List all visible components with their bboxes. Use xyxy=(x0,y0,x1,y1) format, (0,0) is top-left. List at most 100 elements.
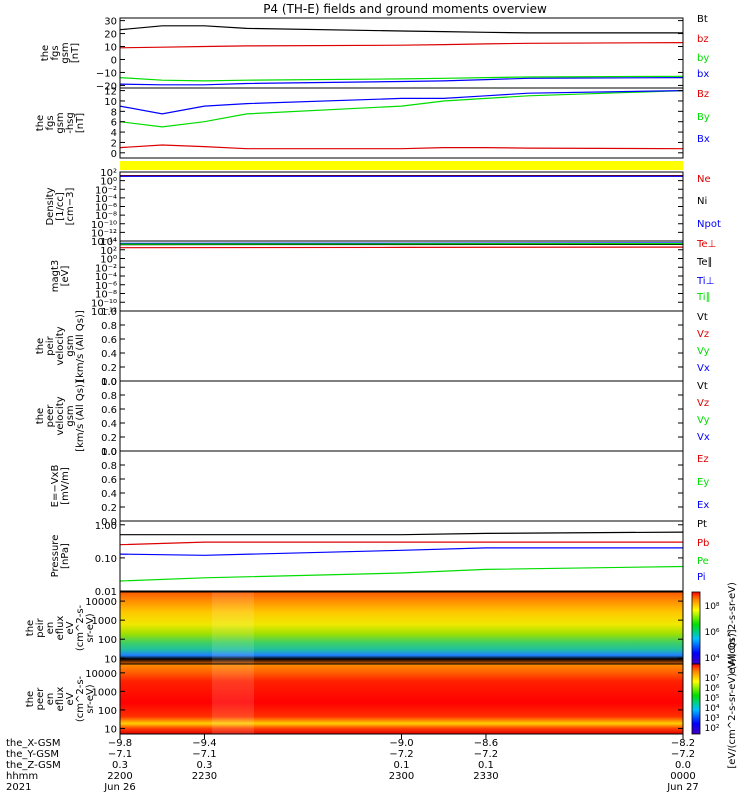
x-tick-label: −8.2 xyxy=(671,738,695,749)
y-axis-label-line: E=−VxB xyxy=(50,465,61,508)
y-axis-label: Pressure [nPa] xyxy=(50,535,71,578)
legend-Pt: Pt xyxy=(697,519,707,530)
colorbar-tick-label: 10⁵ xyxy=(704,694,719,704)
y-axis-label-line: fgs xyxy=(45,115,56,130)
y-axis-label-line: en xyxy=(45,693,56,706)
y-tick-label: −20 xyxy=(96,81,117,92)
spectrogram-band xyxy=(212,592,254,664)
y-axis-label-line: velocity xyxy=(55,326,66,365)
y-tick-label: 0.0 xyxy=(101,377,117,388)
legend-Vx: Vx xyxy=(697,363,710,374)
panel-background xyxy=(120,311,683,381)
x-axis: the_X-GSMthe_Y-GSMthe_Z-GSMhhmm2021−9.8−… xyxy=(6,734,699,793)
legend-Ti⊥: Ti⊥ xyxy=(696,276,714,287)
y-tick-label: 0.6 xyxy=(101,335,117,346)
spectrogram xyxy=(120,664,683,734)
y-tick-label: 10⁻² xyxy=(95,263,117,274)
y-tick-label: 10 xyxy=(104,43,117,54)
y-tick-label: 0.2 xyxy=(101,363,117,374)
y-tick-label: 10000 xyxy=(85,669,117,680)
y-tick-label: 1000 xyxy=(92,616,117,627)
y-tick-label: 1.0 xyxy=(101,447,117,458)
y-axis-label-line: the xyxy=(40,45,51,61)
y-tick-label: 6 xyxy=(111,118,117,129)
y-axis-label-line: -hsg xyxy=(65,112,76,134)
x-tick-label: −8.6 xyxy=(474,738,498,749)
y-axis-label-line: peir xyxy=(35,617,46,637)
panel-density: Ne Ni Npot 10²10⁰10⁻²10⁻⁴10⁻⁶10⁻⁸10⁻¹⁰10⁻¹²… xyxy=(45,168,721,248)
colorbar-bar xyxy=(691,591,701,665)
y-axis-label-line: peer xyxy=(45,404,56,428)
legend-Te∥: Te∥ xyxy=(696,257,713,268)
y-axis-label-line: peer xyxy=(35,687,46,711)
y-tick-label: 0.4 xyxy=(101,419,117,430)
y-tick-label: 10² xyxy=(100,168,117,179)
x-tick-label: −7.2 xyxy=(671,749,695,760)
series-line-Pt xyxy=(120,531,684,536)
y-axis-label-line: eV xyxy=(65,621,76,634)
y-axis-label-line: Pressure xyxy=(50,535,61,578)
x-tick-label: 0.1 xyxy=(394,760,410,771)
x-tick-label: Jun 26 xyxy=(103,782,136,793)
y-tick-label: 0.2 xyxy=(101,503,117,514)
y-axis-label-line: the xyxy=(25,691,36,707)
x-row-label: the_X-GSM xyxy=(6,738,60,749)
y-tick-label: 0.4 xyxy=(101,349,117,360)
x-tick-label: 0.3 xyxy=(196,760,212,771)
y-axis-label: magt3 [eV] xyxy=(50,260,71,293)
y-axis-label-line: the xyxy=(35,338,46,354)
legend-Te⊥: Te⊥ xyxy=(696,239,716,250)
x-tick-label: 0000 xyxy=(670,771,695,782)
y-axis-label-line: magt3 xyxy=(50,260,61,293)
x-tick-label: 0.3 xyxy=(112,760,128,771)
y-axis-label: the peir velocity gsm [km/s (All Qs)] xyxy=(35,310,86,382)
legend-Ex: Ex xyxy=(697,500,709,511)
y-tick-label: 10⁻¹² xyxy=(91,307,117,318)
y-axis-label-line: [km/s (All Qs)] xyxy=(75,380,86,452)
y-tick-label: 10⁻¹⁴ xyxy=(91,237,117,248)
y-tick-label: 10⁻⁴ xyxy=(95,272,117,283)
y-tick-label: 10⁴ xyxy=(100,237,117,248)
y-tick-label: 0.8 xyxy=(101,461,117,472)
y-tick-label: 0.4 xyxy=(101,489,117,500)
y-axis-label: the fgs gsm -hsg [nT] xyxy=(35,112,86,134)
x-tick-label: −7.1 xyxy=(108,749,132,760)
y-tick-label: 1000 xyxy=(92,687,117,698)
series-line-Pi xyxy=(119,547,683,556)
legend-Bx: Bx xyxy=(697,134,710,145)
panel-background xyxy=(120,521,683,591)
panel-pressure: Pt Pb Pe Pi 1.00 0.10 0.01 Pressure [nPa] xyxy=(50,519,709,598)
y-tick-label: 10⁻² xyxy=(95,185,117,196)
y-tick-label: 0 xyxy=(111,55,117,66)
colorbar-tick-label: 10⁶ xyxy=(704,684,719,694)
x-tick-label: −9.0 xyxy=(389,738,413,749)
legend-Ne: Ne xyxy=(697,174,711,185)
y-tick-label: 20 xyxy=(104,30,117,41)
y-axis-label-line: sr-eV) xyxy=(85,684,96,713)
colorbar-tick-label: 10³ xyxy=(704,714,719,724)
y-axis-label-line: gsm xyxy=(65,335,76,356)
y-tick-label: 10⁻¹² xyxy=(91,228,117,239)
y-tick-label: −10 xyxy=(96,68,117,79)
colorbar-tick-label: 10² xyxy=(704,724,719,734)
x-row-label: hhmm xyxy=(6,771,38,782)
series-line-Ti∥ xyxy=(119,243,684,245)
y-tick-label: 10⁻¹⁰ xyxy=(91,220,117,231)
legend-Vy: Vy xyxy=(697,415,710,426)
y-axis-label-line: [nT] xyxy=(75,113,86,133)
legend-Vx: Vx xyxy=(697,432,710,443)
panel-efield: Ez Ey Ex 1.0 0.8 0.6 0.4 0.2 0.0 E=−VxB [mV/m] xyxy=(50,447,709,528)
y-axis-label: E=−VxB [mV/m] xyxy=(50,465,71,508)
panel-background xyxy=(120,241,683,311)
y-tick-label: 2 xyxy=(111,138,117,149)
y-axis-label-line: (cm^2-s- xyxy=(75,675,86,722)
panel-background xyxy=(120,451,683,521)
x-tick-label: −7.1 xyxy=(192,749,216,760)
y-tick-label: 1.0 xyxy=(101,307,117,318)
legend-bx: bx xyxy=(697,69,709,80)
y-axis-label-line: [nPa] xyxy=(60,543,71,569)
y-tick-label: 0.0 xyxy=(101,447,117,458)
y-axis-label-line: the xyxy=(35,408,46,424)
